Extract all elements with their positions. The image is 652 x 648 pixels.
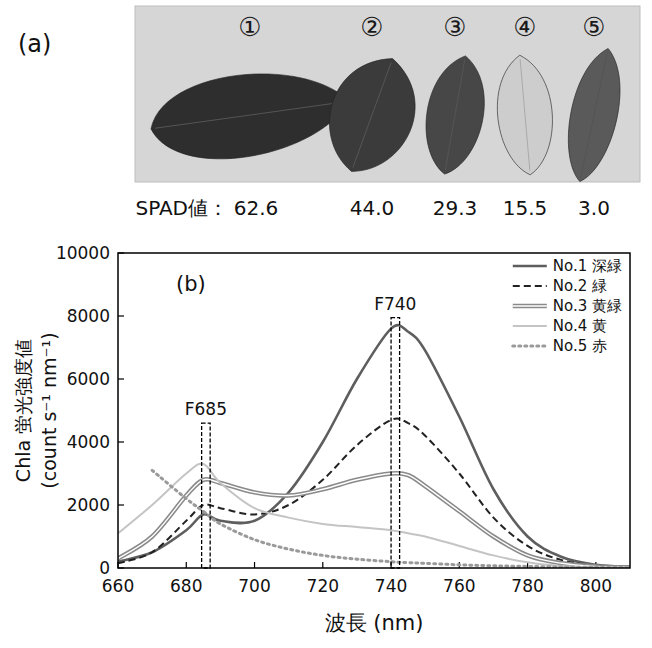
leaf-blade: [493, 53, 558, 177]
y-tick-label: 4000: [67, 432, 110, 452]
leaf: [557, 44, 631, 187]
y-tick: [118, 504, 124, 505]
legend-swatch-inner: [513, 305, 547, 306]
annotation-box: [391, 318, 400, 568]
x-tick: [186, 562, 187, 568]
y-tick: [118, 315, 124, 316]
x-axis-title: 波長 (nm): [325, 611, 424, 635]
leaf-label: ①: [238, 12, 261, 42]
x-tick: [254, 562, 255, 568]
x-tick-label: 800: [580, 576, 612, 596]
leaf: [417, 51, 493, 179]
series-line: [118, 464, 630, 568]
x-tick: [322, 562, 323, 568]
leaf-midrib: [520, 59, 530, 171]
legend-label: No.5 赤: [553, 337, 607, 355]
x-tick-label: 780: [511, 576, 543, 596]
legend-swatch: [513, 345, 547, 348]
legend-swatch: [513, 325, 547, 327]
annotation-label: F685: [185, 399, 227, 419]
x-tick-label: 700: [238, 576, 270, 596]
legend-label: No.4 黄: [553, 317, 607, 335]
legend-label: No.3 黄緑: [553, 297, 622, 315]
spad-value: 29.3: [433, 196, 478, 220]
leaf-blade: [145, 61, 354, 170]
y-axis-title: Chla 蛍光強度値: [12, 339, 34, 482]
spad-value: 62.6: [234, 196, 279, 220]
plot-frame: [118, 253, 630, 568]
leaf-label: ④: [513, 12, 536, 42]
spad-label: SPAD値：: [135, 196, 228, 220]
legend-label: No.1 深緑: [553, 257, 622, 275]
leaf: [145, 61, 354, 170]
x-tick-label: 660: [102, 576, 134, 596]
y-tick: [118, 378, 124, 379]
leaf-midrib: [155, 102, 345, 129]
annotation-label: F740: [374, 294, 416, 314]
legend: No.1 深緑 No.2 緑 No.3 黄緑 No.4 黄 No.5 赤: [513, 257, 622, 355]
legend-swatch: [513, 265, 547, 268]
y-tick-label: 2000: [67, 495, 110, 515]
y-tick-label: 6000: [67, 369, 110, 389]
y-tick: [118, 441, 124, 442]
spad-value: 3.0: [578, 196, 610, 220]
legend-swatch: [513, 304, 547, 309]
x-tick-label: 760: [443, 576, 475, 596]
series-line: [118, 473, 630, 567]
legend-label: No.2 緑: [553, 277, 607, 295]
series-line-inner: [118, 473, 630, 567]
leaf-blade: [557, 44, 631, 187]
legend-swatch: [513, 285, 547, 287]
y-tick-label: 0: [99, 558, 110, 578]
figure: (a) ① 62.6 ② 44.0 ③ 29.3 ④ 15.5 ⑤ 3.0 SPAD値： 660 680 7…: [0, 0, 652, 648]
leaf-blade: [417, 51, 493, 179]
panel-label: (b): [176, 272, 206, 296]
spad-value: 44.0: [350, 196, 395, 220]
leaf-midrib: [445, 60, 464, 170]
annotation-box: [202, 423, 211, 568]
leaf-label: ③: [443, 12, 466, 42]
x-tick-label: 720: [307, 576, 339, 596]
series-line: [118, 419, 630, 568]
leaf-label: ②: [360, 12, 383, 42]
x-tick-label: 680: [170, 576, 202, 596]
leaf-blade: [313, 44, 432, 185]
y-tick-label: 10000: [56, 243, 110, 263]
spad-value: 15.5: [503, 196, 548, 220]
panel-label: (a): [18, 30, 51, 58]
y-axis-title: (count s⁻¹ nm⁻¹): [38, 332, 60, 488]
x-tick-label: 740: [375, 576, 407, 596]
y-tick-label: 8000: [67, 306, 110, 326]
leaf-midrib: [353, 62, 391, 167]
series-group: [118, 325, 630, 568]
leaf-midrib: [581, 52, 608, 177]
series-line: [118, 325, 630, 567]
leaf-label: ⑤: [582, 12, 605, 42]
leaf: [313, 44, 432, 185]
leaf: [493, 53, 558, 177]
